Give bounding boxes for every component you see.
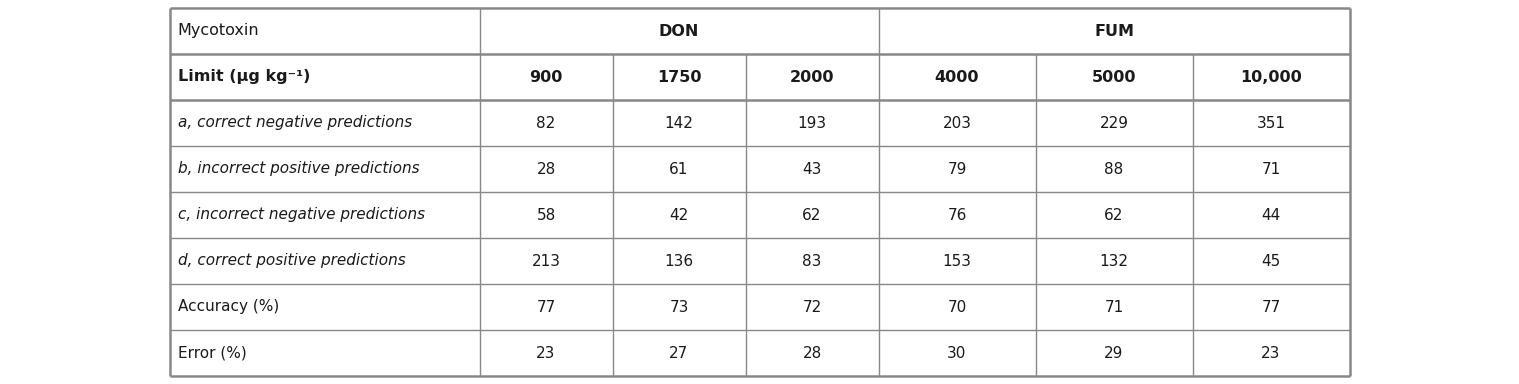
- Text: 28: 28: [802, 346, 822, 361]
- Text: 132: 132: [1100, 253, 1129, 268]
- Text: c, incorrect negative predictions: c, incorrect negative predictions: [178, 207, 425, 222]
- Text: 82: 82: [536, 116, 556, 131]
- Text: 4000: 4000: [934, 70, 980, 84]
- Text: d, correct positive predictions: d, correct positive predictions: [178, 253, 406, 268]
- Text: Mycotoxin: Mycotoxin: [178, 23, 260, 38]
- Text: 72: 72: [802, 300, 822, 314]
- Text: 44: 44: [1261, 207, 1281, 222]
- Text: 58: 58: [536, 207, 556, 222]
- Text: Limit (μg kg⁻¹): Limit (μg kg⁻¹): [178, 70, 310, 84]
- Text: 76: 76: [948, 207, 966, 222]
- Text: 351: 351: [1256, 116, 1285, 131]
- Text: 5000: 5000: [1092, 70, 1136, 84]
- Text: a, correct negative predictions: a, correct negative predictions: [178, 116, 412, 131]
- Text: 61: 61: [670, 162, 688, 177]
- Text: 45: 45: [1261, 253, 1281, 268]
- Text: 900: 900: [529, 70, 562, 84]
- Text: 42: 42: [670, 207, 688, 222]
- Text: 23: 23: [536, 346, 556, 361]
- Text: 30: 30: [948, 346, 966, 361]
- Text: 62: 62: [1104, 207, 1124, 222]
- Text: 27: 27: [670, 346, 688, 361]
- Text: 77: 77: [536, 300, 556, 314]
- Text: 71: 71: [1104, 300, 1124, 314]
- Text: 193: 193: [797, 116, 826, 131]
- Text: 142: 142: [665, 116, 694, 131]
- Text: 28: 28: [536, 162, 556, 177]
- Text: 203: 203: [942, 116, 972, 131]
- Text: 229: 229: [1100, 116, 1129, 131]
- Text: 43: 43: [802, 162, 822, 177]
- Text: 213: 213: [532, 253, 561, 268]
- Text: 2000: 2000: [790, 70, 834, 84]
- Text: 62: 62: [802, 207, 822, 222]
- Text: 83: 83: [802, 253, 822, 268]
- Text: FUM: FUM: [1094, 23, 1135, 38]
- Text: 77: 77: [1261, 300, 1281, 314]
- Text: DON: DON: [659, 23, 699, 38]
- Text: 10,000: 10,000: [1240, 70, 1302, 84]
- Text: 23: 23: [1261, 346, 1281, 361]
- Text: 29: 29: [1104, 346, 1124, 361]
- Text: 71: 71: [1261, 162, 1281, 177]
- Text: Accuracy (%): Accuracy (%): [178, 300, 279, 314]
- Text: 136: 136: [664, 253, 694, 268]
- Text: 153: 153: [942, 253, 972, 268]
- Text: 70: 70: [948, 300, 966, 314]
- Text: 88: 88: [1104, 162, 1124, 177]
- Text: b, incorrect positive predictions: b, incorrect positive predictions: [178, 162, 419, 177]
- Text: 79: 79: [948, 162, 966, 177]
- Text: Error (%): Error (%): [178, 346, 246, 361]
- Text: 73: 73: [670, 300, 688, 314]
- Text: 1750: 1750: [656, 70, 702, 84]
